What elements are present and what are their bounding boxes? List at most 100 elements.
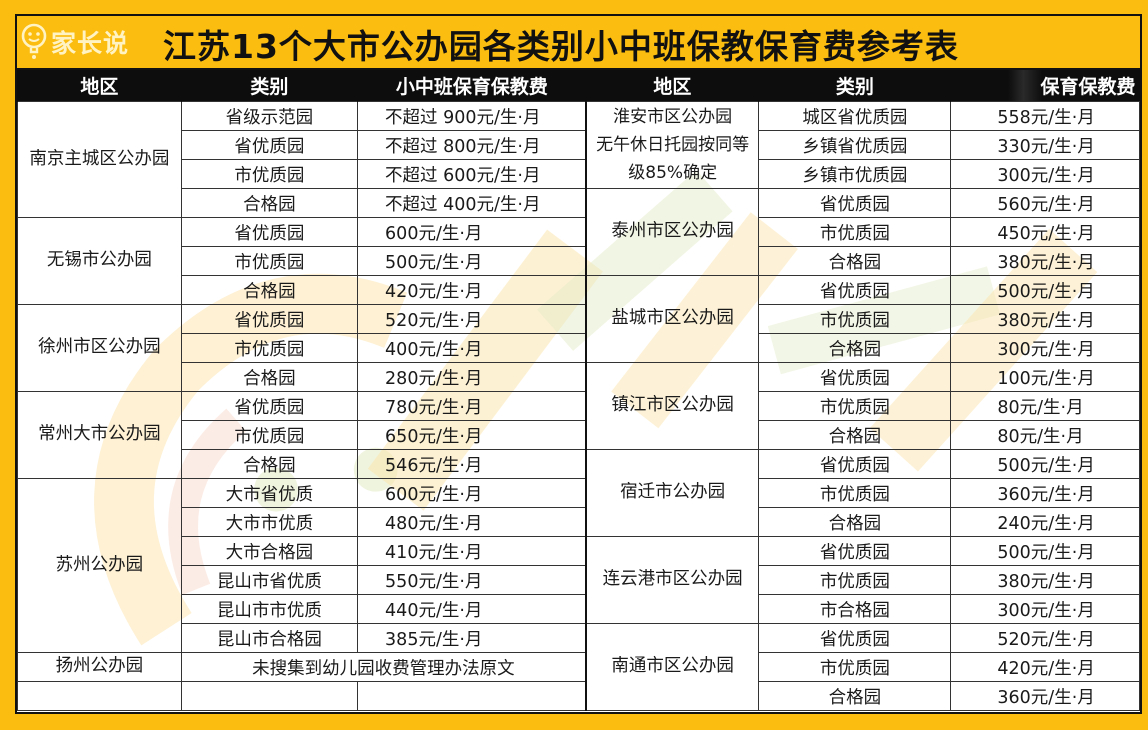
header-region-left: 地区 — [17, 70, 182, 102]
category-cell: 合格园 — [180, 362, 359, 392]
region-taizhou: 泰州市区公办园 — [585, 188, 760, 276]
category-cell: 合格园 — [758, 681, 952, 711]
table-row: 合格园 420元/生·月 盐城市区公办园 省优质园 500元/生·月 — [18, 275, 1140, 363]
table-row: 市优质园 500元/生·月 合格园 380元/生·月 — [18, 246, 1140, 276]
fee-cell: 400元/生·月 — [357, 333, 587, 363]
category-cell: 合格园 — [758, 333, 952, 363]
category-cell: 合格园 — [758, 507, 952, 537]
region-huaian-line-1: 淮安市区公办园 — [613, 107, 733, 127]
region-huaian: 淮安市区公办园 无午休日托园按同等 级85%确定 — [585, 101, 760, 189]
category-cell: 市优质园 — [758, 652, 952, 682]
fee-cell: 450元/生·月 — [950, 217, 1140, 247]
fee-cell: 300元/生·月 — [950, 594, 1140, 624]
table-row: 常州大市公办园 省优质园 780元/生·月 市优质园 80元/生·月 — [17, 391, 1140, 479]
region-suqian: 宿迁市公办园 — [585, 449, 760, 537]
fee-cell: 80元/生·月 — [950, 420, 1140, 450]
category-cell: 昆山市省优质 — [180, 565, 359, 595]
table-row: 合格园 546元/生·月 宿迁市公办园 省优质园 500元/生·月 — [18, 449, 1140, 537]
fee-cell: 600元/生·月 — [357, 217, 587, 247]
table-row: 大市市优质 480元/生·月 合格园 240元/生·月 — [18, 507, 1140, 537]
category-cell: 市优质园 — [758, 217, 952, 247]
table-row: 大市合格园 410元/生·月 连云港市区公办园 省优质园 500元/生·月 — [18, 536, 1140, 624]
fee-cell: 385元/生·月 — [357, 623, 587, 653]
fee-cell: 380元/生·月 — [950, 246, 1140, 276]
category-cell: 市优质园 — [180, 333, 359, 363]
region-wuxi: 无锡市公办园 — [17, 217, 182, 305]
brand-logo: 家长说 — [21, 22, 129, 62]
fee-cell: 360元/生·月 — [950, 681, 1140, 711]
header-region-right: 地区 — [585, 70, 759, 102]
fee-cell: 410元/生·月 — [357, 536, 587, 566]
fee-cell: 440元/生·月 — [357, 594, 587, 624]
region-huaian-line-3: 级85%确定 — [628, 163, 718, 183]
region-nanjing: 南京主城区公办园 — [17, 101, 182, 218]
fee-cell: 300元/生·月 — [950, 333, 1140, 363]
category-cell: 合格园 — [180, 188, 359, 218]
table-row: 市优质园 400元/生·月 合格园 300元/生·月 — [18, 333, 1140, 363]
category-cell: 合格园 — [758, 246, 952, 276]
fee-table: 地区 类别 小中班保育保教费 地区 类别 保育保教费 南京主城区公办园 省级示范… — [17, 70, 1140, 711]
category-cell: 城区省优质园 — [758, 101, 952, 131]
empty-cell — [17, 681, 182, 711]
category-cell: 大市市优质 — [180, 507, 359, 537]
table-row: 南京主城区公办园 省级示范园 不超过 900元/生·月 淮安市区公办园 无午休日… — [17, 101, 1140, 218]
region-yancheng: 盐城市区公办园 — [585, 275, 760, 363]
table-row: 市优质园 不超过 600元/生·月 乡镇市优质园 300元/生·月 — [18, 159, 1140, 189]
region-yangzhou: 扬州公办园 — [17, 652, 182, 682]
category-cell: 市优质园 — [758, 565, 952, 595]
category-cell: 省优质园 — [758, 449, 952, 479]
fee-cell: 360元/生·月 — [950, 478, 1140, 508]
fee-cell: 420元/生·月 — [950, 652, 1140, 682]
table-row: 无锡市公办园 省优质园 600元/生·月 市优质园 450元/生·月 — [17, 217, 1140, 305]
fee-cell: 100元/生·月 — [950, 362, 1140, 392]
fee-cell: 280元/生·月 — [357, 362, 587, 392]
fee-cell: 330元/生·月 — [950, 130, 1140, 160]
fee-cell: 780元/生·月 — [357, 391, 587, 421]
category-cell: 大市省优质 — [180, 478, 359, 508]
category-cell: 省优质园 — [758, 536, 952, 566]
table-header-row: 地区 类别 小中班保育保教费 地区 类别 保育保教费 — [17, 70, 1140, 102]
fee-cell: 380元/生·月 — [950, 565, 1140, 595]
empty-cell — [180, 681, 359, 711]
region-changzhou: 常州大市公办园 — [17, 391, 182, 479]
region-zhenjiang: 镇江市区公办园 — [585, 362, 760, 450]
yangzhou-note: 未搜集到幼儿园收费管理办法原文 — [180, 652, 587, 682]
fee-cell: 650元/生·月 — [357, 420, 587, 450]
header-category-right: 类别 — [758, 70, 951, 102]
category-cell: 省优质园 — [758, 275, 952, 305]
category-cell: 市合格园 — [758, 594, 952, 624]
fee-cell: 300元/生·月 — [950, 159, 1140, 189]
fee-cell: 550元/生·月 — [357, 565, 587, 595]
header-fee-left: 小中班保育保教费 — [357, 70, 587, 102]
category-cell: 市优质园 — [180, 159, 359, 189]
fee-cell: 500元/生·月 — [950, 449, 1140, 479]
category-cell: 省优质园 — [758, 188, 952, 218]
fee-cell: 546元/生·月 — [357, 449, 587, 479]
fee-cell: 520元/生·月 — [950, 623, 1140, 653]
region-nantong: 南通市区公办园 — [585, 623, 760, 711]
category-cell: 市优质园 — [758, 478, 952, 508]
table-row: 市优质园 650元/生·月 合格园 80元/生·月 — [18, 420, 1140, 450]
empty-cell — [357, 681, 587, 711]
table-row: 合格园 360元/生·月 — [17, 681, 1140, 711]
fee-cell: 520元/生·月 — [357, 304, 587, 334]
fee-cell: 不超过 900元/生·月 — [357, 101, 587, 131]
fee-cell: 80元/生·月 — [950, 391, 1140, 421]
category-cell: 省优质园 — [180, 391, 359, 421]
table-row: 昆山市省优质 550元/生·月 市优质园 380元/生·月 — [18, 565, 1140, 595]
table-row: 合格园 不超过 400元/生·月 泰州市区公办园 省优质园 560元/生·月 — [18, 188, 1140, 276]
fee-cell: 480元/生·月 — [357, 507, 587, 537]
table-row: 扬州公办园 未搜集到幼儿园收费管理办法原文 市优质园 420元/生·月 — [17, 652, 1140, 682]
lightbulb-face-icon — [21, 23, 47, 59]
fee-cell: 558元/生·月 — [950, 101, 1140, 131]
fee-cell: 500元/生·月 — [357, 246, 587, 276]
category-cell: 省优质园 — [758, 362, 952, 392]
fee-cell: 不超过 400元/生·月 — [357, 188, 587, 218]
page-title: 江苏13个大市公办园各类别小中班保教保育费参考表 — [163, 27, 959, 66]
category-cell: 市优质园 — [758, 391, 952, 421]
title-bar: 家长说 江苏13个大市公办园各类别小中班保教保育费参考表 — [17, 16, 1140, 70]
category-cell: 合格园 — [758, 420, 952, 450]
table-row: 合格园 280元/生·月 镇江市区公办园 省优质园 100元/生·月 — [18, 362, 1140, 450]
header-category-left: 类别 — [180, 70, 358, 102]
fee-cell: 560元/生·月 — [950, 188, 1140, 218]
